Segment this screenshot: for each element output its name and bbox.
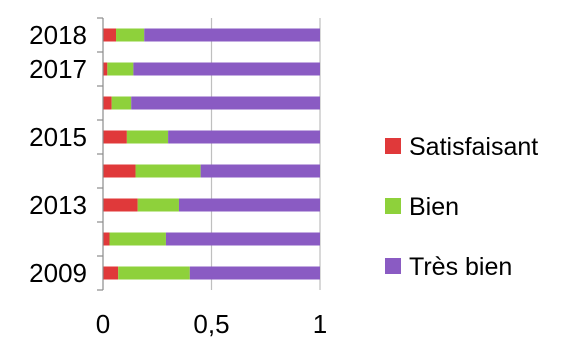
bar-satisfaisant-7 <box>103 266 119 280</box>
legend: Satisfaisant Bien Très bien <box>385 133 538 281</box>
bar-satisfaisant-4 <box>103 164 136 178</box>
y-tick-label-2015: 2015 <box>29 122 87 152</box>
bar-très-bien-5 <box>178 198 320 212</box>
legend-swatch-satisfaisant <box>385 138 401 154</box>
bar-satisfaisant-6 <box>103 232 110 246</box>
bar-très-bien-6 <box>165 232 320 246</box>
y-tick-label-2013: 2013 <box>29 190 87 220</box>
bar-bien-2 <box>111 96 132 110</box>
bar-bien-1 <box>107 62 134 76</box>
axes <box>97 17 104 291</box>
bar-bien-6 <box>109 232 166 246</box>
legend-swatch-bien <box>385 198 401 214</box>
bar-satisfaisant-0 <box>103 28 117 42</box>
y-tick-label-2017: 2017 <box>29 54 87 84</box>
x-tick-labels: 0 0,5 1 <box>96 309 327 339</box>
legend-label-très-bien: Très bien <box>409 253 512 281</box>
bar-bien-3 <box>126 130 169 144</box>
bars <box>103 28 320 280</box>
x-tick-label-0: 0 <box>96 309 110 339</box>
bar-très-bien-1 <box>133 62 320 76</box>
x-tick-label-2: 1 <box>313 309 327 339</box>
bar-satisfaisant-3 <box>103 130 127 144</box>
bar-satisfaisant-1 <box>103 62 108 76</box>
y-tick-label-2018: 2018 <box>29 20 87 50</box>
bar-très-bien-7 <box>189 266 320 280</box>
bar-très-bien-4 <box>200 164 320 178</box>
bar-très-bien-2 <box>131 96 320 110</box>
bar-bien-4 <box>135 164 201 178</box>
y-tick-label-2009: 2009 <box>29 258 87 288</box>
legend-label-satisfaisant: Satisfaisant <box>409 133 538 161</box>
bar-satisfaisant-2 <box>103 96 112 110</box>
bar-très-bien-0 <box>144 28 320 42</box>
y-tick-labels: 2018 2017 2015 2013 2009 <box>29 20 87 288</box>
bar-bien-7 <box>118 266 190 280</box>
legend-label-bien: Bien <box>409 193 459 221</box>
bar-bien-0 <box>116 28 145 42</box>
bar-très-bien-3 <box>168 130 320 144</box>
x-tick-label-1: 0,5 <box>193 309 229 339</box>
bar-bien-5 <box>137 198 179 212</box>
bar-satisfaisant-5 <box>103 198 138 212</box>
legend-swatch-très-bien <box>385 258 401 274</box>
gridlines <box>210 18 321 290</box>
